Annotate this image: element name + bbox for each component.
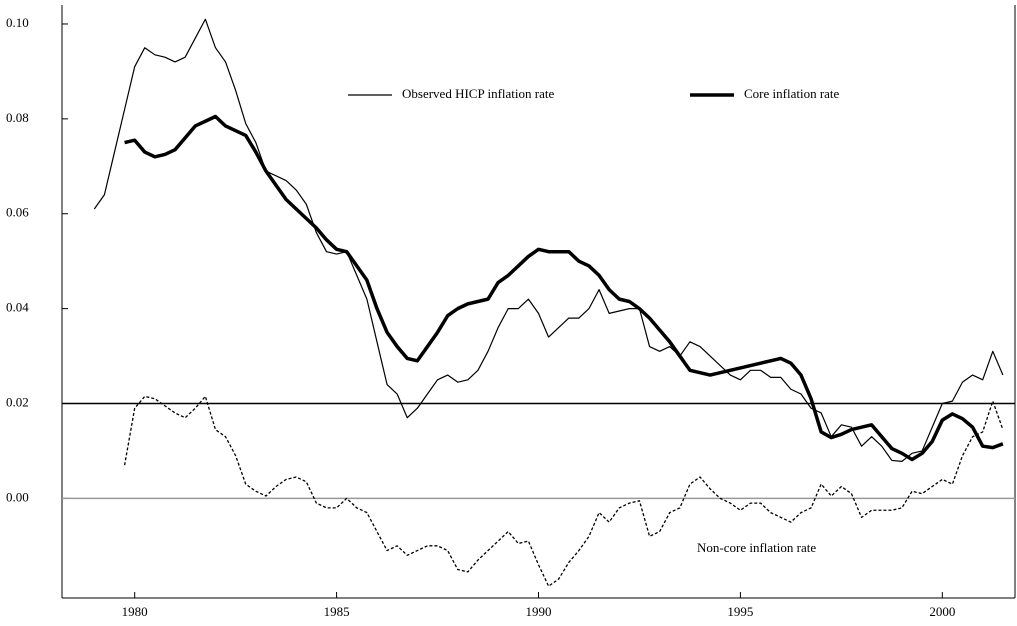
- y-tick-label: 0.04: [6, 300, 29, 315]
- legend-label: Core inflation rate: [744, 86, 840, 101]
- x-tick-label: 1995: [727, 604, 753, 619]
- legend-label: Observed HICP inflation rate: [402, 86, 554, 101]
- y-tick-label: 0.02: [6, 394, 29, 409]
- series-line: [123, 395, 1004, 587]
- y-tick-label: 0.08: [6, 110, 29, 125]
- series-line: [93, 18, 1004, 462]
- y-tick-label: 0.06: [6, 205, 29, 220]
- y-tick-label: 0.10: [6, 15, 29, 30]
- x-tick-label: 1980: [122, 604, 148, 619]
- series-label: Non-core inflation rate: [697, 540, 816, 555]
- series-line: [124, 114, 1004, 462]
- x-tick-label: 1990: [526, 604, 552, 619]
- x-tick-label: 1985: [324, 604, 350, 619]
- y-tick-label: 0.00: [6, 489, 29, 504]
- x-tick-label: 2000: [929, 604, 955, 619]
